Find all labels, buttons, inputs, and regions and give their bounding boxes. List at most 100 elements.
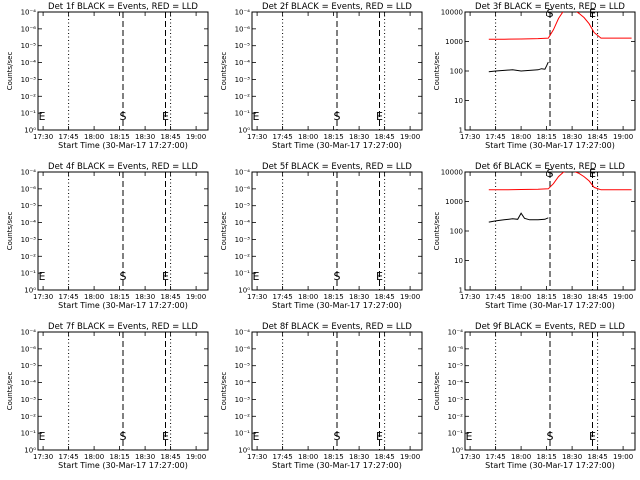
panel-title: Det 3f BLACK = Events, RED = LLD [475, 2, 625, 12]
y-axis-label: Counts/sec [433, 52, 441, 91]
x-tick-label: 17:45 [59, 133, 79, 141]
x-tick-label: 17:45 [59, 293, 79, 301]
x-tick-label: 17:45 [486, 133, 506, 141]
x-axis-label: Start Time (30-Mar-17 17:27:00) [58, 301, 188, 310]
x-axis-label: Start Time (30-Mar-17 17:27:00) [485, 141, 615, 150]
y-tick-label: 10⁻¹ [235, 430, 251, 438]
x-tick-label: 18:30 [562, 133, 582, 141]
y-tick-label: 1000 [445, 198, 463, 206]
x-tick-label: 19:00 [613, 453, 633, 461]
edge-marker-label: E [253, 110, 260, 123]
start-marker-label: S [334, 110, 341, 123]
x-tick-label: 18:00 [511, 453, 531, 461]
x-tick-label: 18:30 [135, 133, 155, 141]
y-axis-label: Counts/sec [433, 372, 441, 411]
x-tick-label: 19:00 [400, 293, 420, 301]
y-tick-label: 10⁰ [238, 127, 250, 135]
panel-title: Det 4f BLACK = Events, RED = LLD [48, 162, 198, 172]
y-tick-label: 10⁻⁴ [21, 59, 37, 67]
x-tick-label: 17:45 [486, 453, 506, 461]
y-tick-label: 10⁻³ [235, 236, 251, 244]
y-tick-label: 10⁻⁶ [235, 25, 251, 33]
x-tick-label: 18:30 [562, 453, 582, 461]
start-marker-label: S [547, 7, 554, 20]
edge-marker-label: E [39, 430, 46, 443]
edge-marker-label: E [466, 430, 473, 443]
x-tick-label: 17:30 [33, 133, 53, 141]
x-tick-label: 17:30 [460, 133, 480, 141]
events-series-line [488, 212, 549, 223]
panel-det-9: Det 9f BLACK = Events, RED = LLD 10⁰ 10⁻¹ 1… [433, 322, 636, 470]
x-tick-label: 18:00 [84, 453, 104, 461]
y-tick-label: 10⁻⁵ [235, 202, 251, 210]
x-tick-label: 18:45 [161, 293, 181, 301]
x-tick-label: 17:45 [273, 293, 293, 301]
y-tick-label: 10⁰ [24, 447, 36, 455]
start-marker-label: S [120, 110, 127, 123]
y-tick-label: 10⁻¹ [448, 430, 464, 438]
panel-det-2: Det 2f BLACK = Events, RED = LLD 10⁰ 10⁻¹ 1… [220, 2, 423, 150]
end-marker-label: E [589, 430, 596, 443]
x-tick-label: 19:00 [613, 133, 633, 141]
x-tick-label: 18:15 [537, 453, 557, 461]
panel-title: Det 7f BLACK = Events, RED = LLD [48, 322, 198, 332]
y-tick-label: 10⁻⁴ [235, 9, 251, 17]
x-tick-label: 19:00 [186, 453, 206, 461]
panel-title: Det 5f BLACK = Events, RED = LLD [262, 162, 412, 172]
y-tick-label: 1000 [445, 38, 463, 46]
edge-marker-label: E [253, 430, 260, 443]
lld-series-line [488, 12, 632, 40]
x-tick-label: 18:30 [349, 133, 369, 141]
y-tick-label: 10⁻⁵ [235, 362, 251, 370]
y-tick-label: 10⁻² [448, 413, 464, 421]
x-tick-label: 18:00 [84, 133, 104, 141]
panel-title: Det 1f BLACK = Events, RED = LLD [48, 2, 198, 12]
y-tick-label: 10⁻⁴ [21, 379, 37, 387]
x-tick-label: 17:30 [247, 293, 267, 301]
y-tick-label: 10⁻³ [448, 396, 464, 404]
y-tick-label: 10⁻⁴ [235, 329, 251, 337]
x-tick-label: 18:45 [161, 133, 181, 141]
y-tick-label: 10⁻² [235, 413, 251, 421]
y-tick-label: 10⁻³ [235, 396, 251, 404]
x-tick-label: 19:00 [613, 293, 633, 301]
x-tick-label: 17:45 [273, 453, 293, 461]
y-tick-label: 10000 [441, 169, 463, 177]
y-axis-label: Counts/sec [433, 212, 441, 251]
x-tick-label: 17:45 [59, 453, 79, 461]
x-tick-label: 19:00 [400, 133, 420, 141]
y-axis-label: Counts/sec [220, 52, 228, 91]
x-tick-label: 18:00 [298, 453, 318, 461]
y-tick-label: 10⁰ [451, 447, 463, 455]
x-tick-label: 18:15 [537, 133, 557, 141]
end-marker-label: E [162, 270, 169, 283]
panel-det-4: Det 4f BLACK = Events, RED = LLD 10⁰ 10⁻¹ 1… [6, 162, 209, 310]
y-tick-label: 10⁻⁶ [235, 185, 251, 193]
y-tick-label: 10⁻² [21, 413, 37, 421]
end-marker-label: E [376, 110, 383, 123]
y-tick-label: 10⁻⁴ [235, 219, 251, 227]
y-tick-label: 10⁻⁴ [448, 379, 464, 387]
x-tick-label: 19:00 [400, 453, 420, 461]
y-tick-label: 10⁻⁴ [21, 329, 37, 337]
x-tick-label: 18:15 [324, 133, 344, 141]
y-tick-label: 10⁰ [24, 287, 36, 295]
y-tick-label: 10000 [441, 9, 463, 17]
y-tick-label: 10⁻³ [21, 396, 37, 404]
x-tick-label: 18:45 [375, 133, 395, 141]
events-series-line [488, 61, 549, 73]
panel-det-5: Det 5f BLACK = Events, RED = LLD 10⁰ 10⁻¹ 1… [220, 162, 423, 310]
x-axis-label: Start Time (30-Mar-17 17:27:00) [272, 461, 402, 470]
y-axis-label: Counts/sec [6, 212, 14, 251]
x-tick-label: 18:15 [110, 133, 130, 141]
x-tick-label: 17:30 [33, 453, 53, 461]
x-axis-label: Start Time (30-Mar-17 17:27:00) [272, 141, 402, 150]
x-axis-label: Start Time (30-Mar-17 17:27:00) [58, 461, 188, 470]
y-tick-label: 10⁰ [238, 287, 250, 295]
y-axis-label: Counts/sec [220, 212, 228, 251]
y-tick-label: 10⁻⁴ [21, 169, 37, 177]
y-tick-label: 10⁻⁵ [21, 42, 37, 50]
x-tick-label: 18:15 [110, 453, 130, 461]
x-tick-label: 18:30 [135, 293, 155, 301]
panel-title: Det 2f BLACK = Events, RED = LLD [262, 2, 412, 12]
